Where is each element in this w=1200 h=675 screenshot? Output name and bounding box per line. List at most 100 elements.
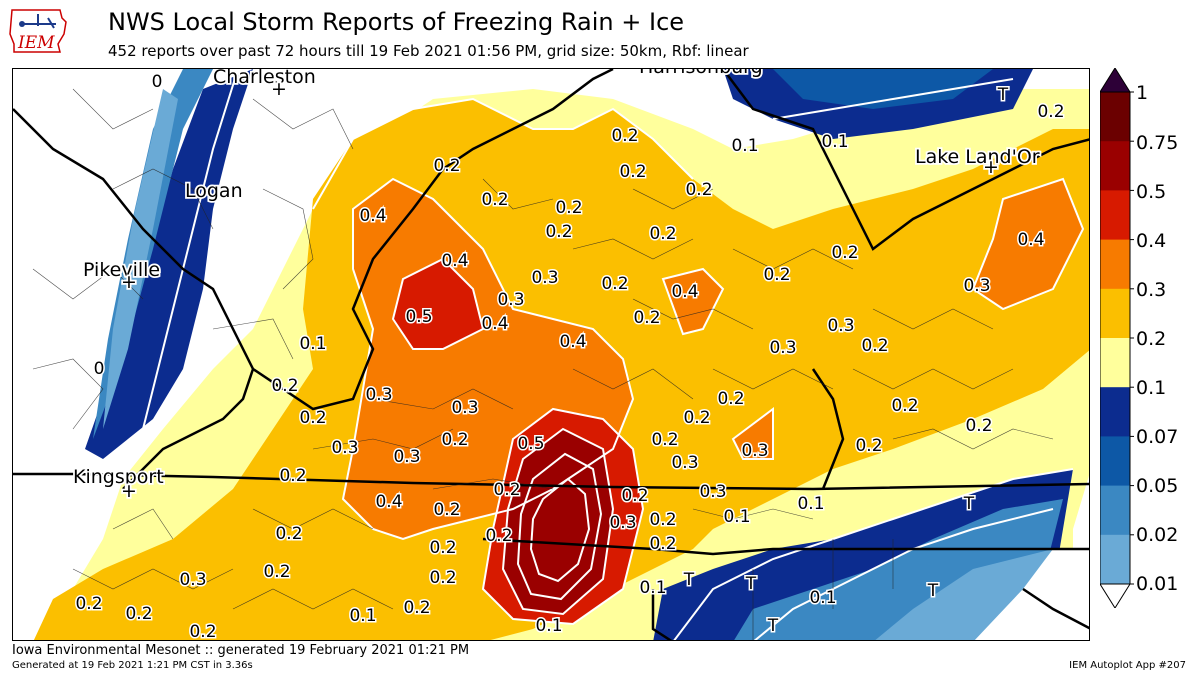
- label-0.2: 0.2: [601, 274, 628, 294]
- label-0.4: 0.4: [1017, 230, 1044, 250]
- label-0.3: 0.3: [331, 438, 358, 458]
- label-0.1: 0.1: [731, 136, 758, 156]
- chart-subtitle: 452 reports over past 72 hours till 19 F…: [108, 42, 749, 60]
- label-0.3: 0.3: [671, 453, 698, 473]
- contour-fill-0.3-south: [733, 409, 773, 459]
- label-0.2: 0.2: [649, 534, 676, 554]
- colorbar-label: 0.02: [1136, 524, 1179, 546]
- label-0.3: 0.3: [609, 513, 636, 533]
- label-T: T: [927, 581, 939, 601]
- chart-title: NWS Local Storm Reports of Freezing Rain…: [108, 8, 685, 36]
- label-0.4: 0.4: [441, 251, 468, 271]
- label-0.2: 0.2: [965, 416, 992, 436]
- city-markers: Charleston + Logan Pikeville + Kingsport…: [71, 69, 1041, 504]
- contour-fill-0.4: [393, 259, 483, 349]
- colorbar-label: 0.4: [1136, 230, 1167, 252]
- label-0.2: 0.2: [611, 126, 638, 146]
- colorbar-label: 0.5: [1136, 181, 1167, 203]
- colorbar-segment: [1100, 288, 1130, 339]
- label-0.3: 0.3: [179, 570, 206, 590]
- label-0.2: 0.2: [855, 436, 882, 456]
- city-pikeville: Pikeville: [83, 259, 160, 281]
- colorbar-label: 1: [1136, 82, 1149, 104]
- iem-logo[interactable]: IEM: [8, 4, 70, 60]
- label-0.2: 0.2: [75, 594, 102, 614]
- label-0.3: 0.3: [827, 316, 854, 336]
- label-0.2: 0.2: [275, 524, 302, 544]
- label-0.2: 0.2: [433, 500, 460, 520]
- city-logan: Logan: [185, 180, 243, 202]
- label-0.1: 0.1: [797, 494, 824, 514]
- label-0.1: 0.1: [723, 507, 750, 527]
- label-0: 0: [94, 359, 105, 379]
- label-0.1: 0.1: [535, 616, 562, 636]
- colorbar: [1099, 67, 1180, 609]
- svg-text:+: +: [121, 480, 137, 502]
- svg-text:+: +: [121, 271, 137, 293]
- label-T: T: [963, 494, 975, 514]
- label-0: 0: [152, 72, 163, 92]
- label-0.2: 0.2: [271, 376, 298, 396]
- label-0.5: 0.5: [517, 434, 544, 454]
- svg-text:+: +: [983, 156, 999, 178]
- colorbar-segment: [1100, 239, 1130, 290]
- label-0.3: 0.3: [393, 447, 420, 467]
- label-0.2: 0.2: [763, 265, 790, 285]
- label-0.1: 0.1: [299, 334, 326, 354]
- label-0.2: 0.2: [481, 190, 508, 210]
- label-0.2: 0.2: [651, 430, 678, 450]
- label-0.3: 0.3: [741, 441, 768, 461]
- label-0.2: 0.2: [861, 336, 888, 356]
- colorbar-segment: [1100, 92, 1130, 142]
- contour-labels: 0 0 0.1 0.1 0.1 0.1 0.1 0.1 0.1 0.1 0.1 …: [74, 71, 1066, 641]
- label-0.1: 0.1: [639, 578, 666, 598]
- footer-timing: Generated at 19 Feb 2021 1:21 PM CST in …: [12, 660, 253, 671]
- colorbar-over-triangle: [1099, 67, 1131, 93]
- label-0.2: 0.2: [189, 622, 216, 641]
- colorbar-segment: [1100, 485, 1130, 536]
- label-0.2: 0.2: [299, 408, 326, 428]
- label-0.2: 0.2: [403, 598, 430, 618]
- label-0.3: 0.3: [699, 482, 726, 502]
- label-T: T: [745, 574, 757, 594]
- colorbar-label: 0.05: [1136, 475, 1179, 497]
- label-0.2: 0.2: [683, 408, 710, 428]
- colorbar-under-triangle: [1099, 583, 1131, 609]
- colorbar-segment: [1100, 534, 1130, 585]
- label-0.2: 0.2: [649, 510, 676, 530]
- contour-fill-0.5: [503, 429, 613, 614]
- label-T: T: [997, 85, 1009, 105]
- label-0.2: 0.2: [685, 180, 712, 200]
- ice-accumulation-map[interactable]: Charleston + Logan Pikeville + Kingsport…: [12, 68, 1090, 641]
- label-0.2: 0.2: [545, 222, 572, 242]
- label-0.2: 0.2: [493, 480, 520, 500]
- label-0.2: 0.2: [891, 396, 918, 416]
- label-0.2: 0.2: [125, 604, 152, 624]
- label-0.2: 0.2: [633, 308, 660, 328]
- label-T: T: [683, 570, 695, 590]
- label-0.5: 0.5: [405, 307, 432, 327]
- label-0.2: 0.2: [485, 526, 512, 546]
- label-0.2: 0.2: [441, 430, 468, 450]
- label-0.2: 0.2: [619, 162, 646, 182]
- colorbar-segment: [1100, 338, 1130, 388]
- city-charleston: Charleston: [213, 69, 316, 88]
- footer-app[interactable]: IEM Autoplot App #207: [1069, 660, 1186, 671]
- label-0.4: 0.4: [359, 206, 386, 226]
- label-0.3: 0.3: [531, 268, 558, 288]
- label-0.3: 0.3: [497, 290, 524, 310]
- label-0.4: 0.4: [671, 282, 698, 302]
- label-0.2: 0.2: [649, 224, 676, 244]
- colorbar-segment: [1100, 436, 1130, 487]
- contour-fill-trace-west-3: [103, 89, 178, 429]
- label-0.3: 0.3: [963, 276, 990, 296]
- label-0.1: 0.1: [821, 132, 848, 152]
- label-0.2: 0.2: [433, 156, 460, 176]
- colorbar-segment: [1100, 141, 1130, 191]
- colorbar-label: 0.1: [1136, 377, 1167, 399]
- label-0.2: 0.2: [279, 466, 306, 486]
- label-0.2: 0.2: [555, 198, 582, 218]
- city-kingsport: Kingsport: [73, 466, 164, 488]
- colorbar-label: 0.3: [1136, 279, 1167, 301]
- label-0.1: 0.1: [349, 606, 376, 626]
